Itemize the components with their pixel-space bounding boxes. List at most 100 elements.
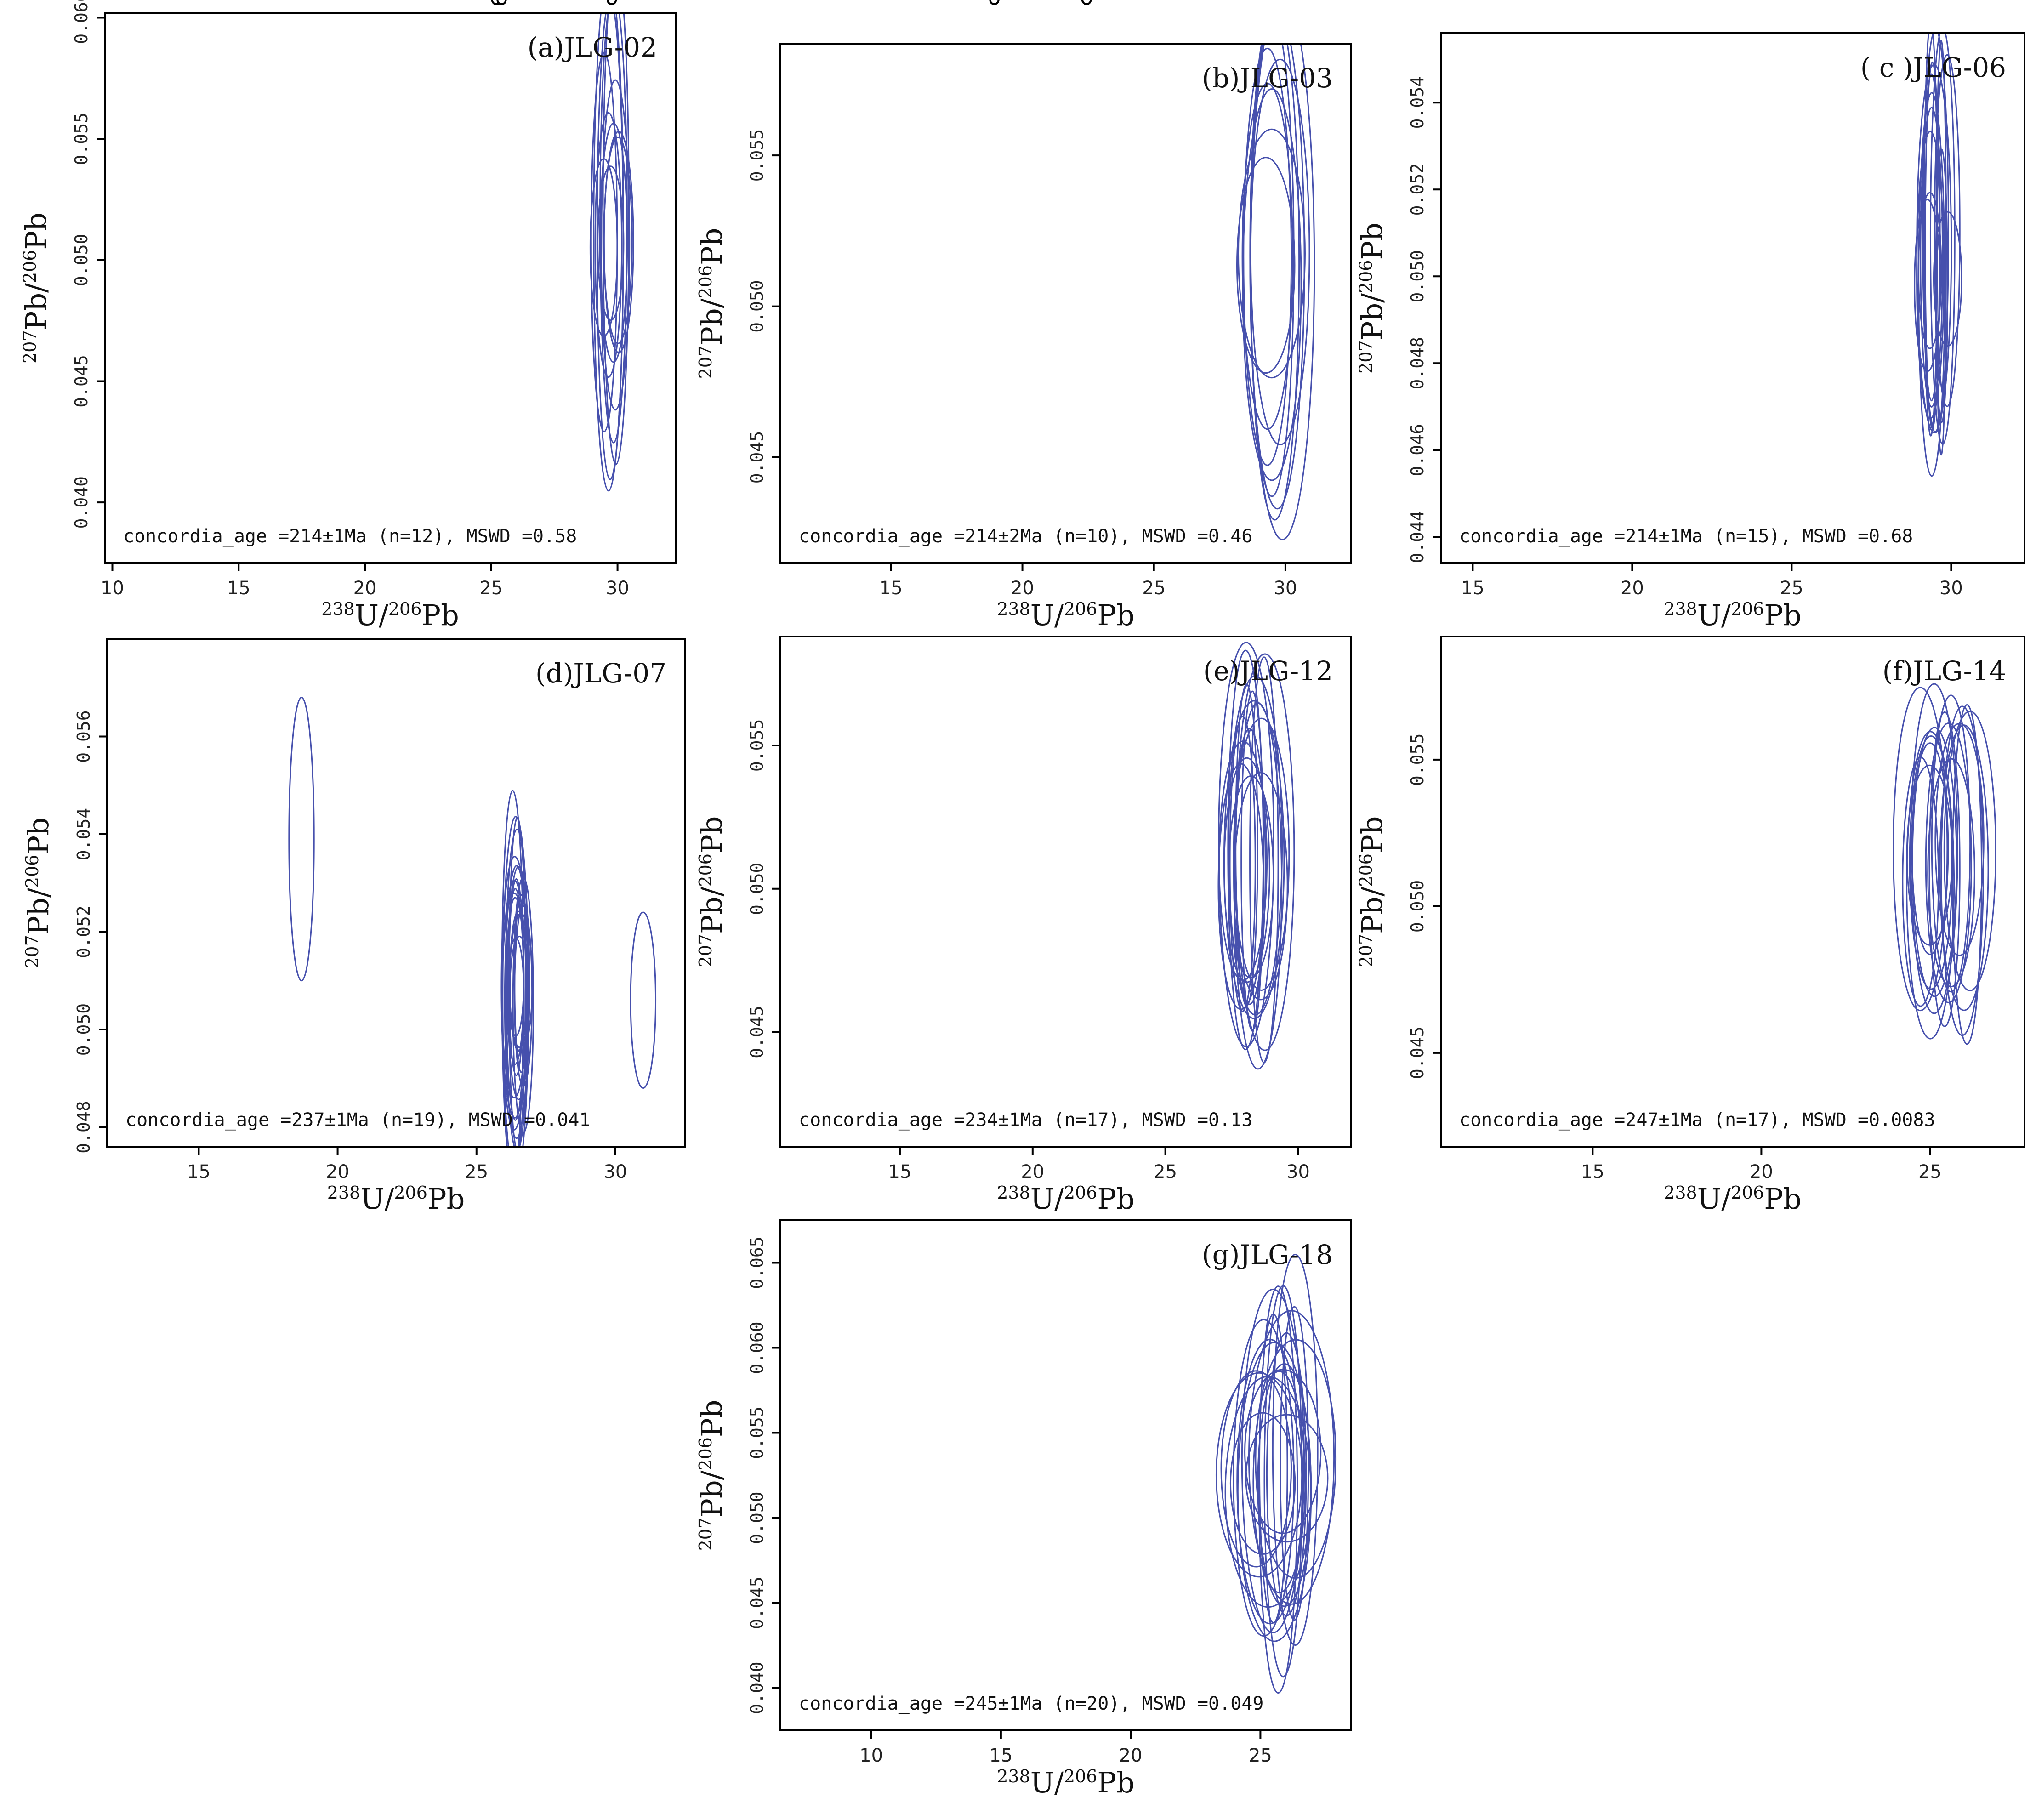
error-ellipse: [1215, 1372, 1303, 1578]
y-tick-label: 0.056: [74, 710, 94, 762]
error-ellipse: [594, 112, 623, 378]
error-ellipse: [1911, 727, 1957, 997]
panel-title: ( c )JLG-06: [1860, 52, 2006, 83]
y-label-text: Pb: [1355, 816, 1389, 853]
plot-frame: [104, 12, 677, 564]
concordia-age-annotation: concordia_age =237±1Ma (n=19), MSWD =0.0…: [125, 1109, 590, 1131]
concordia-age-label: 500: [578, 0, 616, 5]
concordia-age-label: 250: [960, 0, 999, 5]
y-tick-label: 0.055: [1407, 734, 1427, 786]
y-label-text: Pb: [695, 816, 728, 853]
y-label-text: Pb/: [695, 1470, 728, 1517]
error-ellipse: [1250, 44, 1315, 540]
error-ellipse: [1917, 192, 1942, 349]
chart-panel-c: 400350300250200152025300.0440.0460.0480.…: [960, 0, 2025, 632]
concordia-age-label: 200: [467, 0, 506, 5]
error-ellipse: [600, 79, 631, 411]
plot-frame: [779, 43, 1352, 564]
y-label-sup: 207: [695, 934, 716, 967]
x-tick-label: 20: [326, 1161, 349, 1183]
concordia-age-label: 300: [467, 0, 506, 5]
error-ellipse: [514, 905, 533, 1087]
x-tick-label: 10: [101, 578, 124, 599]
x-label-text: Pb: [1764, 598, 1801, 632]
y-axis-label: 207Pb/206Pb: [22, 817, 55, 968]
panel-title: (a)JLG-02: [528, 32, 657, 63]
x-label-text: U/: [1030, 1182, 1064, 1216]
y-tick-label: 0.055: [747, 719, 767, 772]
error-ellipse: [1933, 211, 1962, 347]
panel-title: (e)JLG-12: [1203, 655, 1333, 687]
error-ellipse: [1920, 107, 1944, 408]
x-label-sup: 206: [1064, 599, 1098, 619]
y-label-sup: 206: [20, 250, 40, 284]
x-label-text: U/: [355, 598, 388, 632]
concordia-age-label: 400: [471, 0, 499, 4]
concordia-age-annotation: concordia_age =234±1Ma (n=17), MSWD =0.1…: [799, 1109, 1252, 1131]
y-tick-label: 0.045: [747, 431, 767, 483]
x-tick-label: 10: [859, 1745, 883, 1766]
y-label-sup: 206: [695, 1437, 716, 1471]
y-tick-label: 0.060: [747, 1321, 767, 1374]
x-axis-label: 238U/206Pb: [997, 598, 1135, 632]
concordia-age-label: 500: [467, 0, 506, 5]
error-ellipse: [288, 697, 315, 982]
concordia-age-label: 550: [467, 0, 506, 5]
x-tick-label: 20: [1011, 578, 1034, 599]
error-ellipse: [1951, 704, 1983, 1045]
concordia-age-marker: [989, 0, 1000, 5]
concordia-age-label: 400: [1052, 0, 1091, 5]
concordia-age-label: 450: [1052, 0, 1091, 5]
x-axis-label: 238U/206Pb: [321, 598, 459, 632]
error-ellipse: [1217, 763, 1264, 1010]
x-tick-label: 25: [1142, 578, 1166, 599]
x-tick-label: 25: [1780, 578, 1803, 599]
y-tick-label: 0.054: [74, 808, 94, 860]
y-tick-label: 0.050: [71, 234, 91, 286]
error-ellipse: [1934, 54, 1961, 407]
plot-frame: [779, 1219, 1352, 1731]
concordia-age-marker: [607, 0, 617, 5]
concordia-age-annotation: concordia_age =247±1Ma (n=17), MSWD =0.0…: [1459, 1109, 1935, 1131]
concordia-age-label: 300: [471, 0, 499, 4]
x-tick-label: 30: [1286, 1161, 1310, 1183]
error-ellipse: [1241, 83, 1294, 430]
error-ellipse: [509, 910, 528, 1052]
y-tick-label: 0.055: [747, 129, 767, 182]
concordia-age-label: 450: [471, 0, 499, 4]
concordia-age-label: 500: [471, 0, 499, 4]
y-label-sup: 207: [695, 346, 716, 379]
error-ellipse: [1258, 1313, 1288, 1624]
error-ellipse: [1935, 40, 1947, 456]
y-tick-label: 0.060: [71, 0, 91, 44]
error-ellipse-group: [1914, 33, 1962, 477]
concordia-age-label: 350: [960, 0, 999, 5]
y-tick-label: 0.050: [1407, 250, 1427, 302]
error-ellipse: [500, 856, 529, 1119]
y-tick-label: 0.046: [1407, 424, 1427, 476]
error-ellipse-group: [589, 13, 634, 492]
x-label-text: U/: [1697, 1182, 1731, 1216]
y-axis-label: 207Pb/206Pb: [1355, 222, 1389, 374]
error-ellipse: [1272, 1254, 1319, 1646]
x-label-sup: 238: [321, 599, 355, 619]
x-label-text: Pb: [427, 1182, 465, 1216]
concordia-age-label: 300: [960, 0, 999, 5]
concordia-age-label: 550: [1052, 0, 1091, 5]
concordia-age-annotation: concordia_age =214±1Ma (n=15), MSWD =0.6…: [1459, 526, 1913, 547]
error-ellipse: [630, 911, 657, 1089]
y-tick-label: 0.065: [747, 1236, 767, 1289]
y-tick-label: 0.048: [74, 1101, 94, 1153]
x-label-sup: 206: [394, 1183, 427, 1203]
concordia-age-label: 350: [467, 0, 506, 5]
y-label-text: Pb: [695, 228, 728, 265]
error-ellipse: [1227, 649, 1264, 1051]
y-tick-label: 0.045: [747, 1006, 767, 1058]
x-label-sup: 206: [1731, 599, 1764, 619]
panel-title: (f)JLG-14: [1882, 655, 2006, 687]
x-tick-label: 25: [479, 578, 503, 599]
y-label-text: Pb/: [695, 887, 728, 933]
error-ellipse: [1280, 1306, 1309, 1621]
error-ellipse: [1241, 1288, 1305, 1633]
error-ellipse: [603, 136, 633, 344]
